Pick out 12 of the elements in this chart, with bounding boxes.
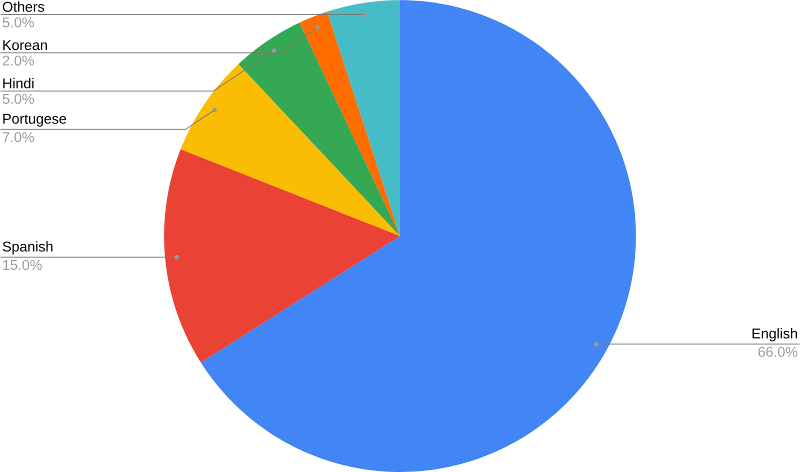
slice-label: Others — [2, 1, 44, 12]
data-label: 15.0% — [3, 260, 42, 270]
slice-label: Spanish — [2, 241, 52, 254]
data-label: 66.0% — [758, 346, 798, 357]
data-label: 2.0% — [2, 56, 34, 66]
slice-label: Korean — [3, 40, 47, 50]
data-label: 5.0% — [2, 17, 34, 28]
slice-label: English — [752, 328, 797, 342]
data-label: 7.0% — [2, 132, 34, 142]
slice-label: Hindi — [3, 78, 34, 88]
data-label: 5.0% — [2, 94, 34, 104]
slice-label: Portugese — [3, 114, 66, 127]
